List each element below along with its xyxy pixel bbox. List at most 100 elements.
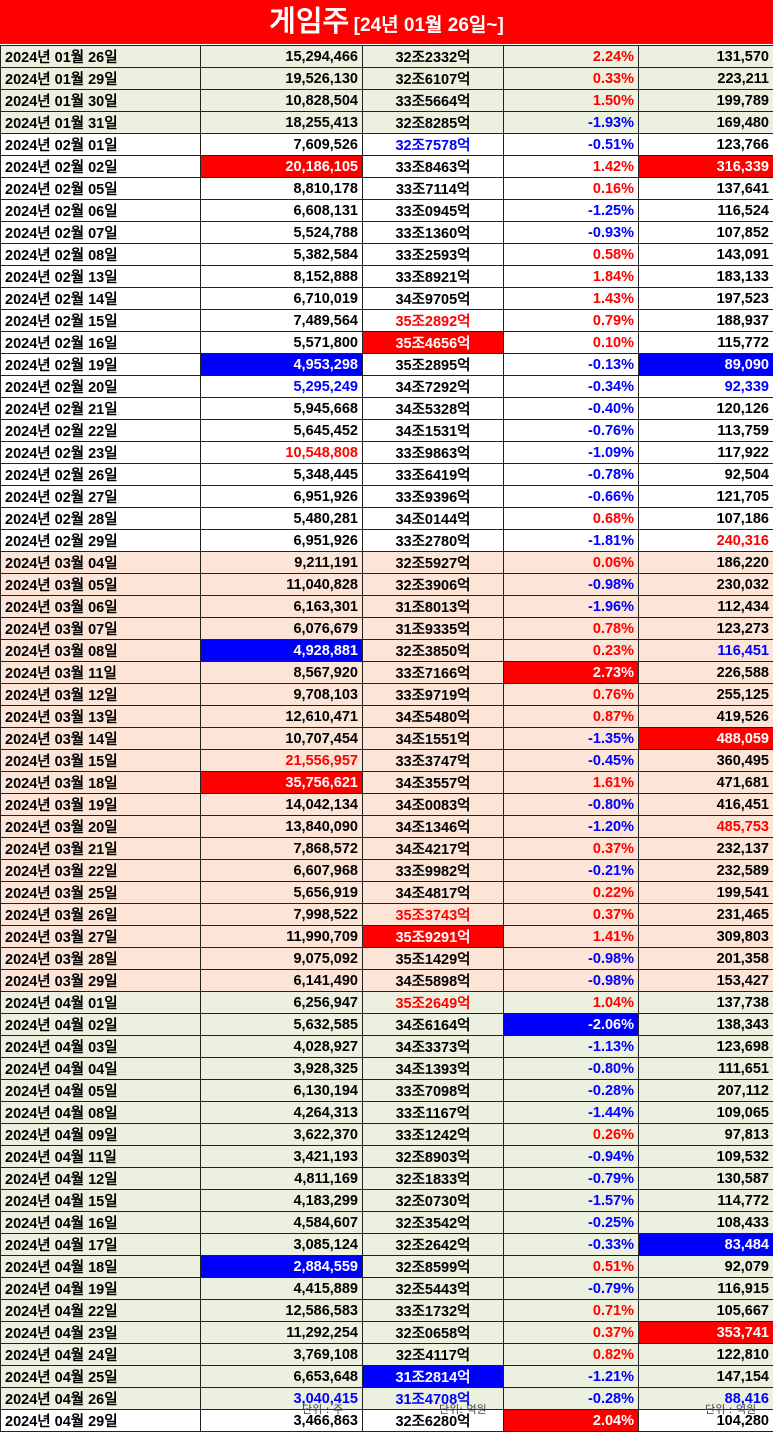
volume-cell: 6,608,131	[201, 200, 363, 222]
volume-cell: 5,645,452	[201, 420, 363, 442]
date-cell: 2024년 04월 17일	[1, 1234, 201, 1256]
volume-cell: 10,707,454	[201, 728, 363, 750]
amount-cell: 240,316	[639, 530, 773, 552]
date-cell: 2024년 04월 04일	[1, 1058, 201, 1080]
change-cell: -1.13%	[504, 1036, 639, 1058]
amount-cell: 105,667	[639, 1300, 773, 1322]
amount-cell: 153,427	[639, 970, 773, 992]
volume-cell: 7,489,564	[201, 310, 363, 332]
change-cell: -2.06%	[504, 1014, 639, 1036]
date-cell: 2024년 03월 27일	[1, 926, 201, 948]
date-cell: 2024년 03월 11일	[1, 662, 201, 684]
volume-cell: 3,622,370	[201, 1124, 363, 1146]
change-cell: -0.98%	[504, 948, 639, 970]
amount-cell: 255,125	[639, 684, 773, 706]
change-cell: -1.44%	[504, 1102, 639, 1124]
change-cell: 0.82%	[504, 1344, 639, 1366]
volume-cell: 14,042,134	[201, 794, 363, 816]
amount-cell: 232,589	[639, 860, 773, 882]
market-cap-cell: 32조2332억	[363, 46, 504, 68]
market-cap-cell: 35조3743억	[363, 904, 504, 926]
amount-cell: 353,741	[639, 1322, 773, 1344]
change-cell: -0.76%	[504, 420, 639, 442]
change-cell: 1.42%	[504, 156, 639, 178]
market-cap-cell: 32조0730억	[363, 1190, 504, 1212]
amount-cell: 232,137	[639, 838, 773, 860]
market-cap-cell: 32조1833억	[363, 1168, 504, 1190]
volume-cell: 3,085,124	[201, 1234, 363, 1256]
change-cell: -0.98%	[504, 574, 639, 596]
date-cell: 2024년 04월 15일	[1, 1190, 201, 1212]
volume-cell: 3,421,193	[201, 1146, 363, 1168]
volume-cell: 12,610,471	[201, 706, 363, 728]
date-cell: 2024년 02월 07일	[1, 222, 201, 244]
market-cap-cell: 32조8599억	[363, 1256, 504, 1278]
date-cell: 2024년 02월 19일	[1, 354, 201, 376]
unit-cap-label: 단위: 억원	[439, 1401, 487, 1417]
date-cell: 2024년 01월 30일	[1, 90, 201, 112]
change-cell: -0.80%	[504, 794, 639, 816]
change-cell: 0.26%	[504, 1124, 639, 1146]
volume-cell: 11,040,828	[201, 574, 363, 596]
change-cell: -0.79%	[504, 1168, 639, 1190]
date-cell: 2024년 03월 18일	[1, 772, 201, 794]
volume-cell: 4,953,298	[201, 354, 363, 376]
date-cell: 2024년 02월 23일	[1, 442, 201, 464]
volume-cell: 35,756,621	[201, 772, 363, 794]
amount-cell: 123,698	[639, 1036, 773, 1058]
market-cap-cell: 34조5898억	[363, 970, 504, 992]
amount-cell: 316,339	[639, 156, 773, 178]
date-cell: 2024년 02월 28일	[1, 508, 201, 530]
market-cap-cell: 33조7114억	[363, 178, 504, 200]
date-cell: 2024년 03월 21일	[1, 838, 201, 860]
change-cell: 1.50%	[504, 90, 639, 112]
market-cap-cell: 34조0083억	[363, 794, 504, 816]
date-cell: 2024년 04월 11일	[1, 1146, 201, 1168]
amount-cell: 83,484	[639, 1234, 773, 1256]
date-cell: 2024년 04월 16일	[1, 1212, 201, 1234]
market-cap-cell: 34조9705억	[363, 288, 504, 310]
change-cell: 0.68%	[504, 508, 639, 530]
date-cell: 2024년 04월 25일	[1, 1366, 201, 1388]
amount-cell: 116,451	[639, 640, 773, 662]
amount-cell: 199,541	[639, 882, 773, 904]
amount-cell: 169,480	[639, 112, 773, 134]
date-cell: 2024년 02월 14일	[1, 288, 201, 310]
date-cell: 2024년 03월 07일	[1, 618, 201, 640]
amount-cell: 188,937	[639, 310, 773, 332]
market-cap-cell: 33조6419억	[363, 464, 504, 486]
market-cap-cell: 31조8013억	[363, 596, 504, 618]
amount-cell: 138,343	[639, 1014, 773, 1036]
volume-cell: 3,769,108	[201, 1344, 363, 1366]
volume-cell: 3,928,325	[201, 1058, 363, 1080]
volume-cell: 6,256,947	[201, 992, 363, 1014]
amount-cell: 419,526	[639, 706, 773, 728]
amount-cell: 143,091	[639, 244, 773, 266]
unit-footer: 단위 : 주 단위: 억원 단위 : 억원	[0, 1398, 773, 1418]
market-cap-cell: 32조3850억	[363, 640, 504, 662]
amount-cell: 186,220	[639, 552, 773, 574]
volume-cell: 5,524,788	[201, 222, 363, 244]
amount-cell: 120,126	[639, 398, 773, 420]
date-cell: 2024년 03월 08일	[1, 640, 201, 662]
amount-cell: 92,504	[639, 464, 773, 486]
volume-cell: 11,990,709	[201, 926, 363, 948]
